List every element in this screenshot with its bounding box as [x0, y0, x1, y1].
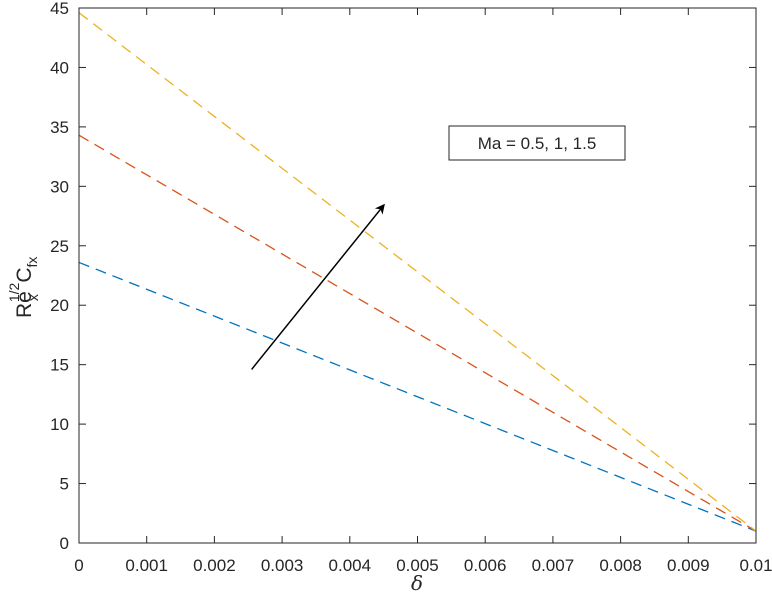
x-tick-label: 0.009	[667, 556, 710, 575]
y-tick-label: 45	[50, 0, 69, 18]
x-axis-label: δ	[411, 571, 423, 595]
annotation-text: Ma = 0.5, 1, 1.5	[478, 134, 597, 153]
x-axis-ticks: 0 0.001 0.002 0.003 0.004 0.005 0.006 0.007 0.00…	[74, 8, 772, 575]
plot-area-box	[78, 7, 757, 544]
annotation-box: Ma = 0.5, 1, 1.5	[448, 125, 626, 161]
y-tick-label: 40	[50, 58, 69, 77]
y-label-c-sub: fx	[24, 257, 40, 268]
x-tick-label: 0.004	[329, 556, 372, 575]
series-line-1	[78, 261, 757, 532]
x-tick-label: 0.003	[261, 556, 304, 575]
y-label-c: C	[13, 268, 36, 283]
x-tick-label: 0.01	[739, 556, 772, 575]
y-tick-label: 0	[60, 534, 69, 553]
y-tick-label: 30	[50, 177, 69, 196]
x-tick-label: 0.007	[532, 556, 575, 575]
y-axis-ticks: 0 5 10 15 20 25 30 35 40 45	[50, 0, 756, 553]
y-label-sup: 1/2	[6, 282, 22, 302]
series-layer	[78, 12, 757, 532]
x-tick-label: 0.001	[125, 556, 168, 575]
x-tick-label: 0.005	[396, 556, 439, 575]
y-label-base: Re	[13, 291, 36, 318]
y-axis-label: Rex1/2Cfx	[6, 257, 41, 318]
series-line-2	[78, 134, 757, 532]
series-line-3	[78, 12, 757, 532]
increase-arrow	[251, 203, 385, 370]
x-tick-label: 0.008	[599, 556, 642, 575]
x-tick-label: 0	[74, 556, 83, 575]
y-tick-label: 20	[50, 296, 69, 315]
annotation-frame	[448, 125, 626, 161]
y-tick-label: 5	[60, 475, 69, 494]
y-tick-label: 15	[50, 356, 69, 375]
y-label-base-sub: x	[25, 294, 41, 301]
y-tick-label: 35	[50, 118, 69, 137]
x-tick-label: 0.002	[193, 556, 236, 575]
y-tick-label: 10	[50, 415, 69, 434]
x-tick-label: 0.006	[464, 556, 507, 575]
y-tick-label: 25	[50, 237, 69, 256]
